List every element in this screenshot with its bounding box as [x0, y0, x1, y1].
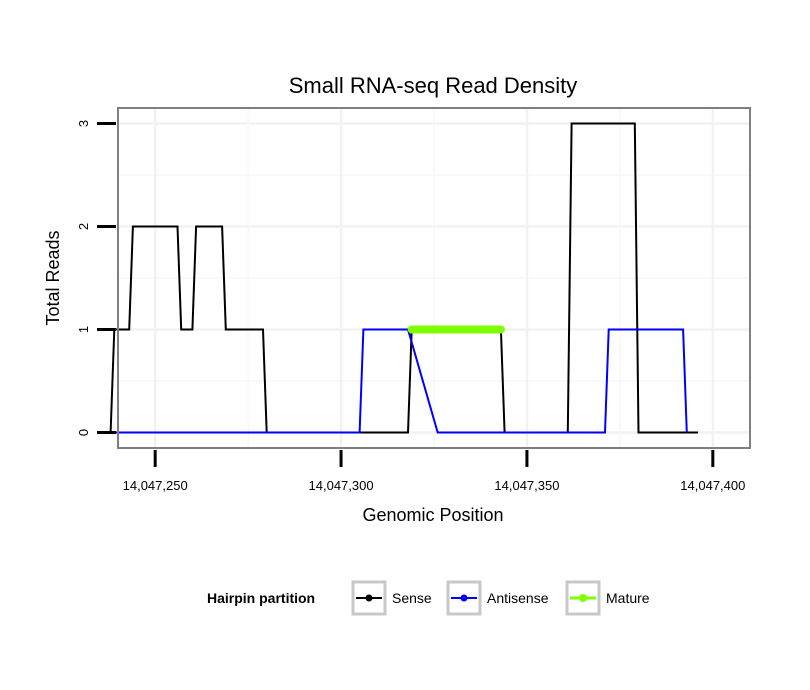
series-layer — [109, 122, 698, 434]
plot-border — [117, 107, 751, 449]
legend: Hairpin partition Sense Antisense Mature — [207, 580, 650, 616]
x-axis: 14,047,250 14,047,300 14,047,350 14,047,400 — [123, 450, 745, 493]
legend-label-sense: Sense — [392, 590, 432, 606]
x-tick-label: 14,047,400 — [680, 478, 745, 493]
legend-dot-antisense — [460, 594, 468, 602]
series-line-sense — [109, 122, 698, 434]
legend-label-mature: Mature — [606, 590, 650, 606]
legend-dot-sense — [365, 594, 373, 602]
chart-title: Small RNA-seq Read Density — [289, 73, 578, 98]
y-axis-label: Total Reads — [43, 230, 63, 325]
legend-item-mature: Mature — [565, 580, 650, 616]
y-tick-label: 3 — [76, 120, 91, 127]
legend-title: Hairpin partition — [207, 590, 315, 606]
x-tick-label: 14,047,350 — [494, 478, 559, 493]
y-tick-label: 1 — [76, 326, 91, 333]
x-tick-label: 14,047,250 — [123, 478, 188, 493]
x-axis-label: Genomic Position — [362, 505, 503, 525]
series-line-antisense — [110, 328, 688, 434]
y-axis: 0 1 2 3 — [76, 120, 116, 436]
y-tick-label: 2 — [76, 223, 91, 230]
legend-key-mature — [565, 580, 601, 616]
y-tick-label: 0 — [76, 429, 91, 436]
legend-label-antisense: Antisense — [487, 590, 549, 606]
x-tick-label: 14,047,300 — [309, 478, 374, 493]
legend-item-sense: Sense — [351, 580, 432, 616]
legend-dot-mature — [579, 594, 587, 602]
legend-item-antisense: Antisense — [446, 580, 549, 616]
